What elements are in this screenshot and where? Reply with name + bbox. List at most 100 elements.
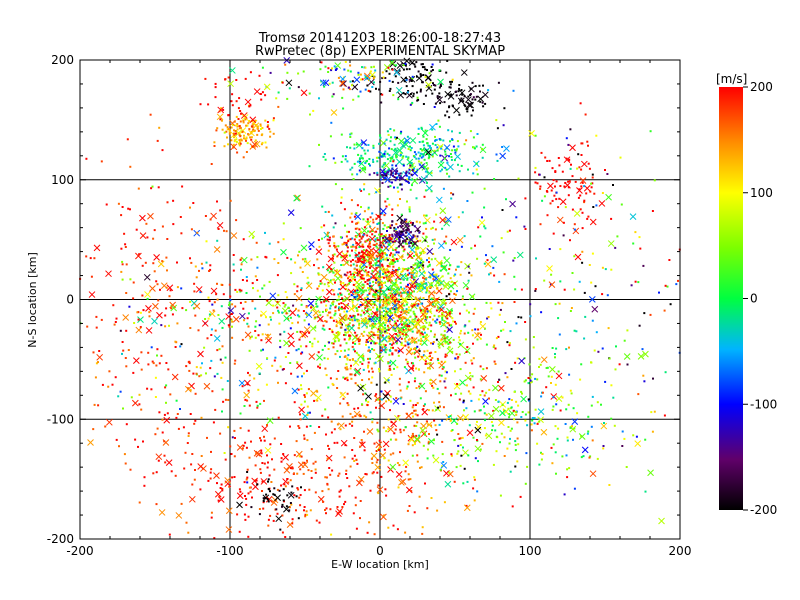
scatter-point-dot	[447, 322, 450, 325]
scatter-point-dot	[342, 282, 345, 284]
scatter-point-dot	[367, 230, 370, 233]
scatter-point-x	[416, 262, 424, 269]
scatter-point-dot	[438, 125, 441, 128]
scatter-point-dot	[583, 201, 586, 204]
scatter-point-dot	[554, 451, 557, 454]
y-tick-label: 200	[51, 53, 74, 67]
scatter-point-dot	[409, 145, 411, 148]
scatter-point-dot	[384, 170, 386, 173]
scatter-point-dot	[369, 230, 372, 233]
scatter-point-dot	[147, 363, 150, 366]
scatter-point-dot	[407, 177, 410, 180]
scatter-point-dot	[187, 361, 190, 363]
scatter-point-dot	[479, 235, 482, 238]
scatter-point-dot	[371, 269, 374, 272]
scatter-point-dot	[411, 85, 414, 88]
scatter-point-dot	[425, 420, 428, 423]
scatter-point-dot	[323, 357, 326, 360]
scatter-point-dot	[361, 355, 364, 357]
scatter-point-dot	[473, 499, 476, 502]
scatter-point-dot	[410, 304, 413, 307]
scatter-point-dot	[604, 380, 607, 383]
scatter-point-x	[243, 391, 250, 399]
scatter-point-dot	[372, 471, 375, 474]
scatter-point-dot	[389, 311, 392, 314]
scatter-point-dot	[421, 333, 424, 336]
scatter-point-dot	[420, 340, 422, 343]
scatter-point-dot	[399, 389, 402, 392]
scatter-point-x	[437, 161, 445, 169]
scatter-point-dot	[260, 339, 263, 342]
scatter-point-dot	[469, 93, 472, 96]
scatter-point-dot	[371, 421, 374, 424]
scatter-point-x	[375, 213, 382, 221]
scatter-point-dot	[333, 314, 336, 317]
scatter-point-dot	[228, 304, 231, 306]
scatter-point-dot	[339, 489, 342, 492]
scatter-point-dot	[226, 136, 228, 139]
scatter-point-dot	[239, 258, 242, 261]
scatter-point-dot	[397, 190, 400, 193]
scatter-point-dot	[382, 238, 384, 241]
scatter-point-dot	[422, 314, 425, 317]
scatter-point-dot	[415, 252, 418, 255]
scatter-point-dot	[372, 158, 374, 161]
scatter-point-dot	[387, 526, 390, 529]
scatter-point-dot	[433, 291, 436, 294]
scatter-point-dot	[401, 288, 404, 290]
scatter-point-dot	[424, 390, 427, 393]
scatter-point-dot	[433, 242, 435, 245]
scatter-point-x	[441, 336, 449, 344]
scatter-point-dot	[125, 365, 128, 368]
scatter-point-x	[163, 416, 171, 424]
scatter-point-dot	[503, 273, 506, 276]
scatter-point-dot	[597, 350, 600, 353]
scatter-point-dot	[259, 123, 262, 126]
scatter-point-dot	[446, 322, 449, 324]
scatter-point-dot	[95, 362, 98, 365]
scatter-point-dot	[446, 110, 449, 113]
scatter-point-dot	[226, 380, 229, 382]
scatter-point-dot	[395, 258, 398, 260]
scatter-point-dot	[567, 180, 570, 183]
scatter-point-dot	[431, 409, 434, 412]
scatter-point-dot	[382, 270, 385, 273]
scatter-point-dot	[566, 476, 569, 479]
scatter-point-dot	[388, 72, 391, 75]
scatter-point-dot	[260, 98, 263, 101]
scatter-point-dot	[332, 319, 335, 322]
scatter-point-dot	[250, 335, 253, 338]
scatter-point-dot	[395, 223, 398, 226]
scatter-point-dot	[614, 246, 617, 249]
scatter-point-dot	[406, 293, 409, 296]
scatter-point-dot	[264, 94, 267, 97]
scatter-point-dot	[164, 461, 167, 464]
scatter-point-x	[457, 414, 464, 422]
scatter-point-dot	[384, 200, 387, 203]
scatter-point-dot	[424, 319, 427, 322]
scatter-point-dot	[399, 152, 402, 155]
scatter-point-dot	[198, 375, 201, 378]
scatter-point-dot	[510, 406, 513, 409]
scatter-point-dot	[472, 109, 474, 112]
scatter-point-dot	[557, 317, 560, 320]
scatter-point-dot	[385, 205, 388, 208]
scatter-point-dot	[307, 411, 310, 414]
scatter-point-dot	[360, 251, 363, 254]
scatter-point-dot	[358, 235, 361, 238]
scatter-point-dot	[422, 280, 425, 283]
scatter-point-dot	[353, 274, 355, 276]
scatter-point-dot	[377, 260, 380, 263]
scatter-point-dot	[324, 476, 327, 479]
scatter-point-dot	[398, 278, 401, 280]
scatter-point-x	[213, 335, 221, 342]
scatter-point-dot	[367, 349, 370, 352]
x-tick-label: 200	[669, 544, 692, 558]
scatter-point-dot	[340, 264, 343, 266]
scatter-point-dot	[231, 93, 234, 96]
scatter-point-dot	[330, 533, 333, 536]
scatter-point-dot	[382, 234, 385, 237]
scatter-point-dot	[497, 301, 500, 304]
scatter-point-dot	[536, 182, 539, 185]
scatter-point-dot	[366, 305, 369, 308]
